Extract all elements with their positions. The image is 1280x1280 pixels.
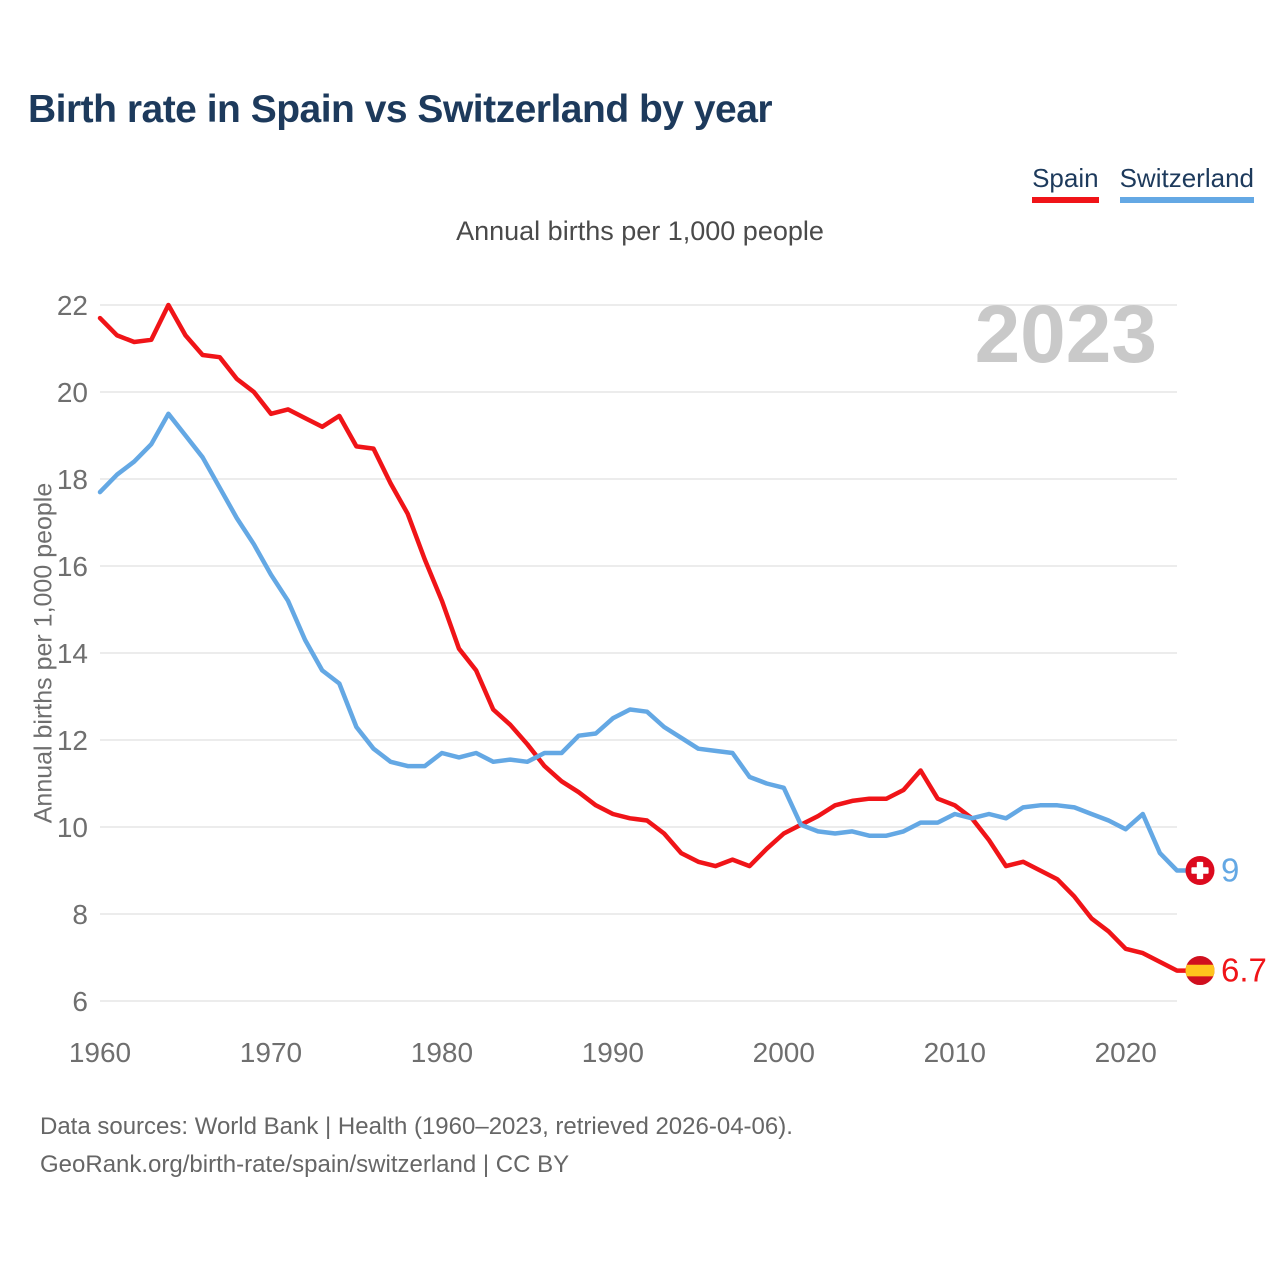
- legend-color-bar-switzerland: [1119, 197, 1254, 203]
- y-tick-label-6: 6: [72, 986, 88, 1017]
- y-tick-label-16: 16: [57, 551, 88, 582]
- legend-item-switzerland[interactable]: Switzerland: [1119, 163, 1254, 203]
- end-value-spain: 6.7: [1221, 952, 1267, 989]
- year-watermark: 2023: [975, 289, 1157, 380]
- footer-attribution: GeoRank.org/birth-rate/spain/switzerland…: [40, 1151, 570, 1178]
- end-value-switzerland: 9: [1221, 852, 1239, 889]
- footer-data-sources: Data sources: World Bank | Health (1960–…: [40, 1113, 793, 1140]
- legend-label-switzerland: Switzerland: [1119, 163, 1254, 193]
- x-tick-label-2020: 2020: [1095, 1037, 1157, 1068]
- legend-item-spain[interactable]: Spain: [1032, 163, 1099, 203]
- x-tick-label-2010: 2010: [924, 1037, 986, 1068]
- y-tick-label-20: 20: [57, 377, 88, 408]
- page-title: Birth rate in Spain vs Switzerland by ye…: [28, 88, 773, 131]
- y-tick-label-12: 12: [57, 725, 88, 756]
- x-tick-label-2000: 2000: [753, 1037, 815, 1068]
- spain-flag-yellow-band: [1185, 964, 1215, 977]
- y-tick-label-18: 18: [57, 464, 88, 495]
- legend: Spain Switzerland: [1032, 163, 1254, 203]
- y-tick-label-14: 14: [57, 638, 88, 669]
- chart-subtitle: Annual births per 1,000 people: [456, 216, 824, 246]
- legend-label-spain: Spain: [1032, 163, 1099, 193]
- footer: Data sources: World Bank | Health (1960–…: [40, 1108, 793, 1184]
- swiss-cross-icon: [1191, 867, 1209, 874]
- x-tick-label-1960: 1960: [69, 1037, 131, 1068]
- x-tick-label-1990: 1990: [582, 1037, 644, 1068]
- y-tick-label-10: 10: [57, 812, 88, 843]
- y-tick-label-22: 22: [57, 290, 88, 321]
- y-tick-label-8: 8: [72, 899, 88, 930]
- legend-color-bar-spain: [1032, 197, 1099, 203]
- x-tick-label-1970: 1970: [240, 1037, 302, 1068]
- x-tick-label-1980: 1980: [411, 1037, 473, 1068]
- series-line-spain: [97, 302, 1189, 973]
- series-line-switzerland: [97, 411, 1189, 873]
